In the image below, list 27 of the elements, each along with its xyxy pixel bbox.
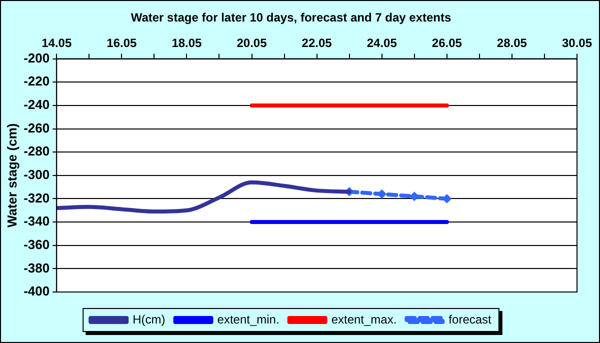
x-tick-label: 24.05 [366, 36, 398, 50]
y-tick-label: -340 [24, 214, 50, 229]
x-tick-label: 30.05 [562, 36, 592, 50]
y-axis-title: Water stage (cm) [4, 123, 20, 228]
x-tick-label: 18.05 [172, 36, 202, 50]
x-tick-label: 26.05 [432, 36, 462, 50]
x-tick-label: 14.05 [42, 36, 72, 50]
legend-label: forecast [448, 312, 492, 326]
y-tick-label: -280 [24, 144, 50, 159]
y-tick-label: -380 [24, 260, 50, 276]
chart-title: Water stage for later 10 days, forecast and 7 day extents [130, 10, 452, 25]
legend-label: extent_min. [217, 312, 280, 326]
x-tick-label: 20.05 [236, 36, 268, 50]
y-tick-label: -320 [24, 190, 50, 206]
legend-label: H(cm) [132, 312, 166, 326]
y-tick-label: -200 [24, 50, 50, 66]
y-tick-label: -240 [24, 97, 50, 112]
legend-label: extent_max. [331, 312, 397, 326]
x-tick-label: 28.05 [496, 36, 528, 50]
y-tick-label: -260 [24, 120, 50, 136]
y-tick-label: -300 [24, 166, 50, 182]
y-tick-label: -360 [24, 236, 50, 252]
y-tick-label: -400 [24, 284, 50, 299]
y-tick-label: -220 [24, 74, 50, 89]
x-tick-label: 22.05 [302, 36, 332, 50]
line-series [56, 180, 352, 214]
x-tick-label: 16.05 [106, 36, 138, 50]
